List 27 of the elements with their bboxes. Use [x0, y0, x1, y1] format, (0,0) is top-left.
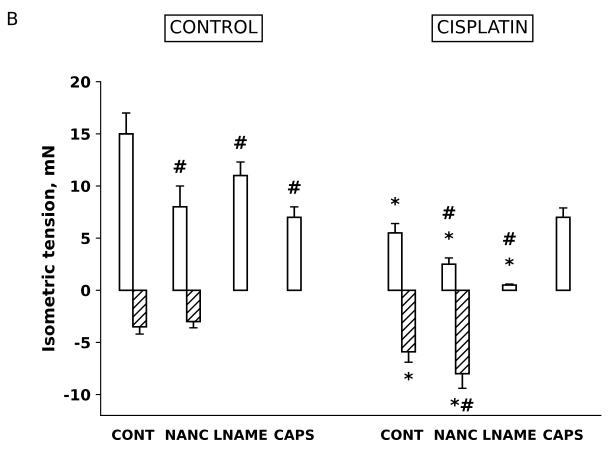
x-tick-label: CAPS [543, 430, 583, 440]
data-label: * [404, 372, 413, 380]
data-label: *# [450, 398, 474, 412]
y-tick-label: 20 [70, 76, 90, 88]
y-tick-label: 5 [81, 232, 90, 244]
x-tick-label: CONT [380, 430, 424, 440]
y-tick-label: 10 [71, 180, 90, 192]
y-tick-label: 15 [71, 128, 90, 140]
x-tick-label: NANC [434, 430, 477, 440]
data-label: # [234, 136, 247, 149]
data-label: # [288, 180, 301, 194]
y-tick-label: 0 [81, 284, 90, 296]
x-tick-label: CONT [112, 430, 154, 440]
text: B [8, 12, 18, 26]
text: CISPLATIN [438, 20, 527, 34]
data-label: * [390, 197, 400, 206]
x-tick-label: CAPS [274, 430, 314, 440]
data-label: # [174, 160, 186, 173]
x-tick-label: LNAME [214, 430, 267, 440]
y-tick-label: -10 [64, 389, 90, 401]
x-tick-label: LNAME [483, 430, 536, 440]
data-label: # * [442, 206, 456, 240]
y-axis-title: Isometric tension, mN [42, 146, 57, 351]
data-label: # * [503, 232, 516, 266]
y-tick-label: -5 [74, 337, 90, 348]
text: CONTROL [170, 20, 258, 34]
x-tick-label: NANC [166, 430, 208, 440]
